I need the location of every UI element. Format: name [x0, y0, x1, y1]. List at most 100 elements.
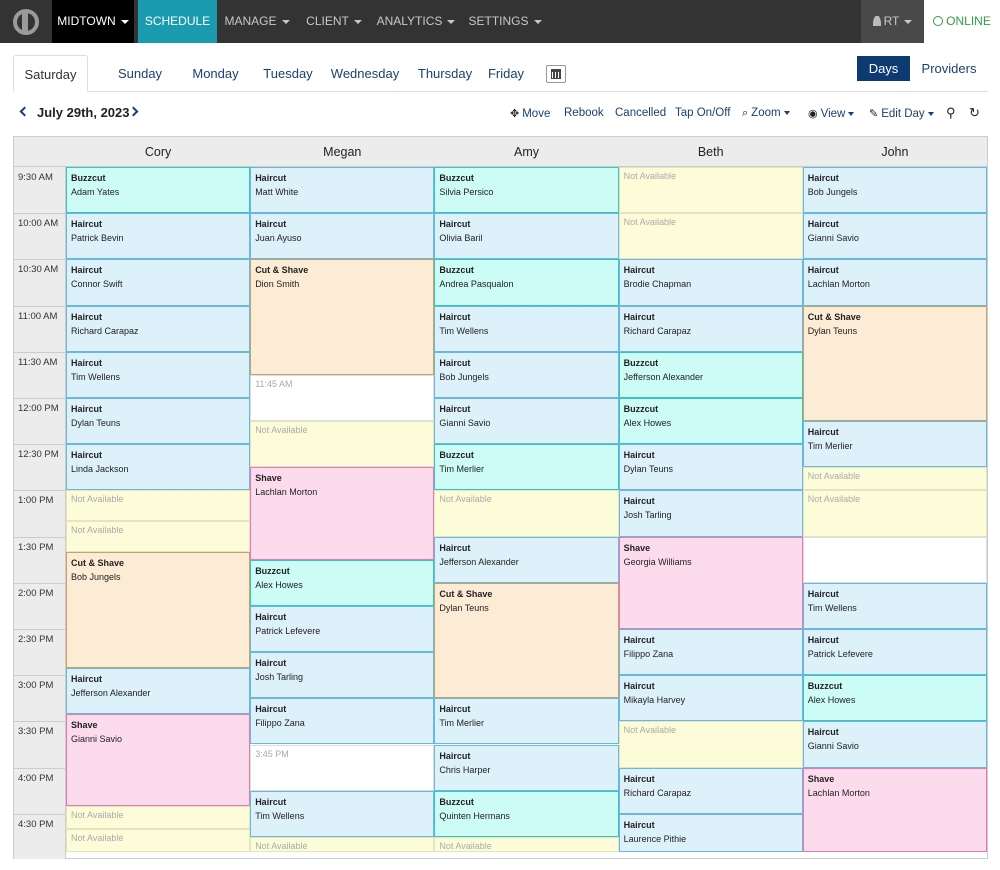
tab-thursday[interactable]: Thursday: [417, 66, 473, 81]
appointment-haircut[interactable]: Haircut Dylan Teuns: [66, 398, 251, 445]
appointment-client: Silvia Persico: [439, 187, 494, 197]
zoom-menu[interactable]: ⌕ Zoom: [742, 107, 790, 120]
appointment-service: Haircut: [439, 311, 471, 322]
appointment-haircut[interactable]: Haircut Richard Carapaz: [618, 305, 803, 352]
appointment-haircut[interactable]: Haircut Lachlan Morton: [802, 259, 987, 306]
appointment-client: Mikayla Harvey: [623, 695, 686, 706]
appointment-haircut[interactable]: Haircut Patrick Lefevere: [250, 605, 435, 653]
appointment-shave[interactable]: Shave Lachlan Morton: [802, 767, 987, 853]
zoom-icon: ⌕: [742, 107, 749, 119]
appointment-shave[interactable]: Shave Georgia Williams: [618, 536, 803, 629]
appointment-buzzcut[interactable]: Buzzcut Quinten Hermans: [434, 790, 619, 837]
previous-day-arrow-icon[interactable]: [19, 106, 30, 117]
appointment-haircut[interactable]: Haircut Patrick Bevin: [66, 213, 251, 260]
appointment-cut[interactable]: Cut & Shave Dion Smith: [250, 259, 435, 375]
appointment-haircut[interactable]: Haircut Tim Wellens: [250, 790, 435, 837]
next-day-arrow-icon[interactable]: [128, 106, 139, 117]
logo-icon[interactable]: [0, 0, 52, 43]
time-label: 1:30 PM: [18, 541, 54, 553]
time-label: 12:30 PM: [18, 449, 59, 461]
appointment-haircut[interactable]: Haircut Bob Jungels: [802, 167, 987, 214]
appointment-haircut[interactable]: Haircut Matt White: [250, 167, 435, 214]
appointment-buzzcut[interactable]: Buzzcut Alex Howes: [802, 675, 987, 722]
appointment-haircut[interactable]: Haircut Richard Carapaz: [618, 767, 803, 814]
tab-wednesday[interactable]: Wednesday: [330, 66, 400, 81]
open-slot[interactable]: 3:45 PM: [250, 744, 435, 791]
appointment-haircut[interactable]: Haircut Josh Tarling: [618, 490, 803, 537]
not-available-slot: Not Available: [250, 836, 435, 853]
appointment-haircut[interactable]: Haircut Tim Wellens: [434, 305, 619, 352]
user-menu[interactable]: RT: [861, 0, 924, 43]
appointment-haircut[interactable]: Haircut Patrick Lefevere: [802, 629, 987, 676]
appointment-haircut[interactable]: Haircut Juan Ayuso: [250, 213, 435, 260]
appointment-haircut[interactable]: Haircut Josh Tarling: [250, 652, 435, 699]
nav-analytics[interactable]: ANALYTICS: [376, 0, 456, 43]
tab-tuesday[interactable]: Tuesday: [263, 66, 313, 81]
appointment-service: Haircut: [439, 542, 471, 553]
top-navigation-bar: MIDTOWN SCHEDULE MANAGE CLIENT ANALYTICS…: [0, 0, 1000, 43]
nav-schedule[interactable]: SCHEDULE: [138, 0, 217, 43]
nav-manage[interactable]: MANAGE: [222, 0, 292, 43]
days-view-button[interactable]: Days: [857, 56, 910, 81]
calendar-button[interactable]: [546, 65, 566, 83]
open-slot[interactable]: 11:45 AM: [250, 374, 435, 422]
empty-slot[interactable]: [802, 536, 987, 583]
appointment-haircut[interactable]: Haircut Linda Jackson: [66, 444, 251, 491]
tab-sunday[interactable]: Sunday: [117, 66, 163, 81]
appointment-haircut[interactable]: Haircut Tim Wellens: [802, 582, 987, 629]
appointment-buzzcut[interactable]: Buzzcut Adam Yates: [66, 167, 251, 214]
search-icon[interactable]: ⚲: [946, 105, 956, 120]
nav-client[interactable]: CLIENT: [302, 0, 366, 43]
appointment-haircut[interactable]: Haircut Laurence Pithie: [618, 813, 803, 853]
appointment-haircut[interactable]: Haircut Olivia Baril: [434, 213, 619, 260]
rebook-button[interactable]: Rebook: [564, 107, 604, 119]
appointment-haircut[interactable]: Haircut Dylan Teuns: [618, 444, 803, 491]
tab-friday[interactable]: Friday: [487, 66, 525, 81]
appointment-haircut[interactable]: Haircut Tim Merlier: [434, 698, 619, 745]
tap-on-off-button[interactable]: Tap On/Off: [675, 107, 731, 119]
time-divider: [14, 398, 66, 399]
appointment-haircut[interactable]: Haircut Gianni Savio: [802, 213, 987, 260]
appointment-haircut[interactable]: Haircut Gianni Savio: [434, 398, 619, 445]
nav-settings[interactable]: SETTINGS: [466, 0, 544, 43]
appointment-haircut[interactable]: Haircut Bob Jungels: [434, 351, 619, 398]
appointment-shave[interactable]: Shave Lachlan Morton: [250, 467, 435, 560]
providers-view-button[interactable]: Providers: [921, 61, 977, 76]
appointment-buzzcut[interactable]: Buzzcut Alex Howes: [250, 559, 435, 606]
appointment-service: Buzzcut: [71, 173, 106, 183]
appointment-haircut[interactable]: Haircut Tim Merlier: [802, 421, 987, 468]
cancelled-button[interactable]: Cancelled: [615, 107, 667, 119]
time-divider: [14, 813, 66, 815]
appointment-buzzcut[interactable]: Buzzcut Andrea Pasqualon: [434, 259, 619, 306]
appointment-haircut[interactable]: Haircut Jefferson Alexander: [66, 667, 251, 714]
appointment-buzzcut[interactable]: Buzzcut Alex Howes: [618, 398, 803, 445]
view-menu[interactable]: ◉ View: [808, 107, 855, 120]
appointment-cut[interactable]: Cut & Shave Dylan Teuns: [434, 582, 619, 699]
appointment-haircut[interactable]: Haircut Filippo Zana: [618, 629, 803, 676]
appointment-buzzcut[interactable]: Buzzcut Tim Merlier: [434, 444, 619, 491]
appointment-client: Josh Tarling: [623, 510, 672, 521]
appointment-service: Haircut: [623, 681, 655, 692]
location-menu[interactable]: MIDTOWN: [52, 0, 134, 43]
not-available-slot: Not Available: [434, 490, 619, 537]
appointment-buzzcut[interactable]: Buzzcut Jefferson Alexander: [618, 351, 803, 398]
appointment-haircut[interactable]: Haircut Connor Swift: [66, 259, 251, 306]
tab-saturday[interactable]: Saturday: [13, 55, 88, 92]
appointment-haircut[interactable]: Haircut Gianni Savio: [802, 721, 987, 768]
appointment-haircut[interactable]: Haircut Chris Harper: [434, 744, 619, 791]
appointment-haircut[interactable]: Haircut Filippo Zana: [250, 698, 435, 745]
appointment-buzzcut[interactable]: Buzzcut Silvia Persico: [434, 167, 619, 214]
appointment-shave[interactable]: Shave Gianni Savio: [66, 713, 251, 807]
appointment-haircut[interactable]: Haircut Mikayla Harvey: [618, 675, 803, 722]
time-divider: [14, 444, 66, 446]
edit-day-menu[interactable]: ✎ Edit Day: [869, 107, 934, 120]
appointment-haircut[interactable]: Haircut Tim Wellens: [66, 351, 251, 398]
move-button[interactable]: ✥ Move: [510, 107, 550, 120]
appointment-cut[interactable]: Cut & Shave Bob Jungels: [66, 552, 251, 668]
appointment-haircut[interactable]: Haircut Jefferson Alexander: [434, 536, 619, 583]
appointment-cut[interactable]: Cut & Shave Dylan Teuns: [802, 305, 987, 422]
appointment-haircut[interactable]: Haircut Richard Carapaz: [66, 305, 251, 352]
tab-monday[interactable]: Monday: [192, 66, 239, 81]
refresh-icon[interactable]: ↻: [969, 105, 980, 120]
appointment-haircut[interactable]: Haircut Brodie Chapman: [618, 259, 803, 306]
